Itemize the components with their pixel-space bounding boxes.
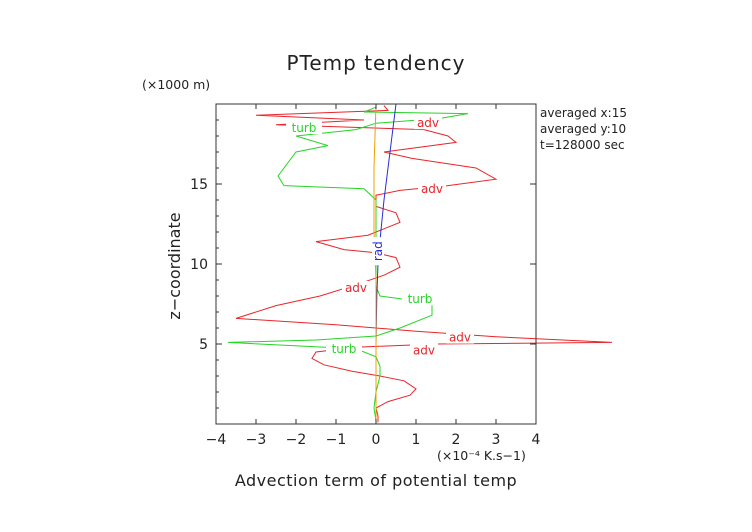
x-tick-label: −3	[246, 432, 267, 448]
y-tick-label: 15	[190, 177, 208, 193]
line-label-adv: adv	[413, 343, 435, 357]
line-label-bg	[446, 330, 474, 344]
x-tick-label: −2	[286, 432, 307, 448]
chart-title: PTemp tendency	[286, 51, 465, 75]
x-tick-label: 4	[532, 432, 541, 448]
page-mask-right	[640, 100, 752, 160]
annotation-line-2: averaged y:10	[540, 122, 626, 136]
line-label-adv: adv	[345, 281, 367, 295]
line-label-bg	[410, 343, 438, 357]
x-tick-label: 3	[492, 432, 501, 448]
x-tick-label: 1	[412, 432, 421, 448]
x-tick-label: −4	[206, 432, 227, 448]
line-label-adv: adv	[421, 182, 443, 196]
line-label-bg	[414, 116, 442, 130]
line-label-turb: turb	[408, 292, 433, 306]
line-label-bg	[286, 121, 322, 134]
line-label-rad: rad	[371, 241, 385, 261]
line-label-bg	[418, 181, 446, 195]
line-label-adv: adv	[449, 331, 471, 345]
x-unit-label: (×10⁻⁴ K.s−1)	[437, 448, 526, 463]
line-label-adv: adv	[417, 116, 439, 130]
x-axis-label: Advection term of potential temp	[235, 471, 517, 490]
y-tick-label: 10	[190, 257, 208, 273]
line-label-bg	[372, 237, 384, 266]
line-label-bg	[402, 292, 438, 306]
line-label-turb: turb	[292, 121, 317, 135]
line-label-turb: turb	[332, 342, 357, 356]
y-tick-label: 5	[199, 337, 208, 353]
annotation-line-3: t=128000 sec	[540, 138, 625, 152]
series-line-adv	[235, 105, 613, 423]
line-label-bg	[342, 281, 370, 294]
line-label-bg	[326, 341, 362, 355]
series-line-unnamed-3	[373, 103, 377, 424]
axis-ticks: −4 −3 −2 −1 0 1 2 3 4 5 10 15	[190, 104, 541, 448]
y-unit-label: (×1000 m)	[142, 77, 210, 92]
x-tick-label: 2	[452, 432, 461, 448]
x-tick-label: −1	[326, 432, 347, 448]
x-tick-label: 0	[372, 432, 381, 448]
y-axis-label: z−coordinate	[165, 212, 184, 319]
annotation-line-1: averaged x:15	[540, 106, 627, 120]
series-line-turb	[227, 106, 469, 421]
